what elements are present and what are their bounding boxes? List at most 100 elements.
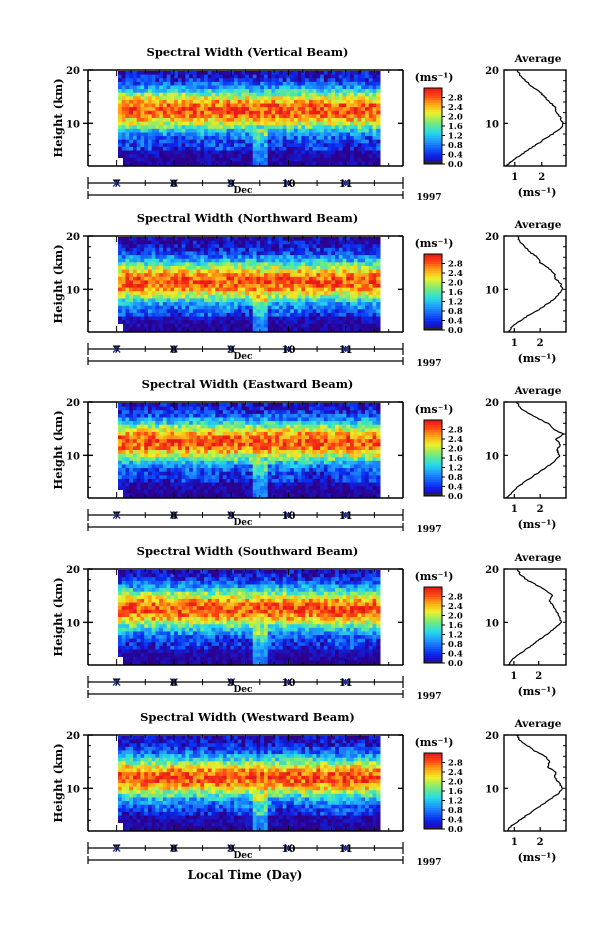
- heatmap-cell: [338, 265, 344, 271]
- heatmap-cell: [219, 435, 224, 440]
- heatmap-cell: [293, 128, 299, 133]
- heatmap-cell: [211, 136, 216, 141]
- heatmap-cell: [301, 132, 306, 137]
- heatmap-cell: [192, 450, 198, 455]
- heatmap-cell: [245, 118, 250, 123]
- heatmap-cell: [331, 154, 336, 159]
- heatmap-cell: [342, 74, 347, 79]
- heatmap-cell: [308, 71, 314, 76]
- heatmap-cell: [207, 428, 213, 433]
- heatmap-cell: [275, 107, 280, 112]
- heatmap-cell: [338, 89, 344, 94]
- heatmap-cell: [245, 103, 250, 108]
- heatmap-cell: [301, 136, 306, 141]
- heatmap-cell: [147, 128, 153, 133]
- heatmap-cell: [204, 269, 209, 274]
- heatmap-cell: [275, 309, 280, 314]
- heatmap-cell: [353, 150, 359, 155]
- heatmap-cell: [327, 273, 332, 278]
- average-frame: [503, 235, 567, 333]
- heatmap-cell: [222, 410, 228, 415]
- heatmap-cell: [338, 85, 344, 90]
- heatmap-cell: [237, 240, 243, 245]
- heatmap-cell: [256, 403, 261, 408]
- heatmap-cell: [368, 161, 374, 166]
- heatmap-cell: [368, 280, 374, 285]
- heatmap-cell: [200, 284, 205, 289]
- heatmap-cell: [125, 424, 130, 429]
- heatmap-cell: [189, 157, 194, 162]
- heatmap-cell: [271, 114, 276, 119]
- heatmap-cell: [237, 280, 243, 285]
- heatmap-cell: [252, 161, 257, 166]
- heatmap-cell: [245, 450, 250, 455]
- heatmap-cell: [170, 244, 175, 249]
- heatmap-cell: [192, 435, 198, 440]
- heatmap-cell: [222, 309, 228, 314]
- heatmap-cell: [162, 125, 168, 130]
- heatmap-cell: [256, 417, 261, 422]
- heatmap-cell: [361, 280, 366, 285]
- heatmap-cell: [368, 247, 374, 252]
- heatmap-cell: [320, 78, 325, 83]
- heatmap-cell: [365, 150, 370, 155]
- heatmap-cell: [327, 305, 332, 310]
- heatmap-cell: [305, 118, 310, 123]
- heatmap-cell: [342, 154, 347, 159]
- heatmap-cell: [215, 291, 220, 296]
- heatmap-cell: [331, 265, 336, 271]
- heatmap-cell: [376, 276, 381, 281]
- heatmap-cell: [196, 125, 201, 130]
- heatmap-cell: [207, 247, 213, 252]
- heatmap-cell: [181, 107, 186, 112]
- heatmap-cell: [226, 85, 231, 90]
- heatmap-cell: [312, 74, 317, 79]
- heatmap-cell: [159, 294, 164, 299]
- heatmap-cell: [226, 482, 231, 487]
- heatmap-cell: [376, 114, 381, 119]
- heatmap-cell: [215, 107, 220, 112]
- heatmap-cell: [207, 273, 213, 278]
- heatmap-cell: [350, 85, 355, 90]
- heatmap-cell: [174, 121, 179, 126]
- heatmap-cell: [177, 294, 183, 299]
- heatmap-cell: [192, 99, 198, 105]
- heatmap-cell: [207, 118, 213, 123]
- heatmap-cell: [222, 453, 228, 458]
- heatmap-cell: [144, 457, 149, 462]
- heatmap-cell: [125, 284, 130, 289]
- heatmap-cell: [282, 132, 287, 137]
- heatmap-cell: [207, 262, 213, 267]
- heatmap-cell: [278, 269, 284, 274]
- heatmap-cell: [147, 114, 153, 119]
- heatmap-cell: [162, 406, 168, 411]
- heatmap-cell: [316, 85, 321, 90]
- heatmap-cell: [249, 478, 254, 484]
- heatmap-cell: [226, 247, 231, 252]
- heatmap-cell: [237, 464, 243, 469]
- heatmap-cell: [226, 150, 231, 155]
- heatmap-cell: [185, 489, 190, 494]
- heatmap-cell: [282, 258, 287, 263]
- heatmap-cell: [327, 107, 332, 112]
- heatmap-cell: [162, 471, 168, 476]
- heatmap-cell: [121, 154, 126, 159]
- heatmap-cell: [271, 240, 276, 245]
- heatmap-cell: [129, 482, 134, 487]
- heatmap-cell: [234, 96, 239, 101]
- heatmap-cell: [129, 273, 134, 278]
- heatmap-cell: [327, 320, 332, 325]
- heatmap-cell: [121, 258, 126, 263]
- heatmap-cell: [320, 99, 325, 105]
- heatmap-cell: [278, 99, 284, 105]
- heatmap-cell: [211, 435, 216, 440]
- heatmap-cell: [155, 403, 160, 408]
- heatmap-cell: [147, 255, 153, 260]
- heatmap-cell: [162, 240, 168, 245]
- heatmap-cell: [346, 291, 351, 296]
- heatmap-cell: [237, 302, 243, 307]
- heatmap-cell: [174, 114, 179, 119]
- heatmap-cell: [249, 258, 254, 263]
- heatmap-cell: [346, 251, 351, 256]
